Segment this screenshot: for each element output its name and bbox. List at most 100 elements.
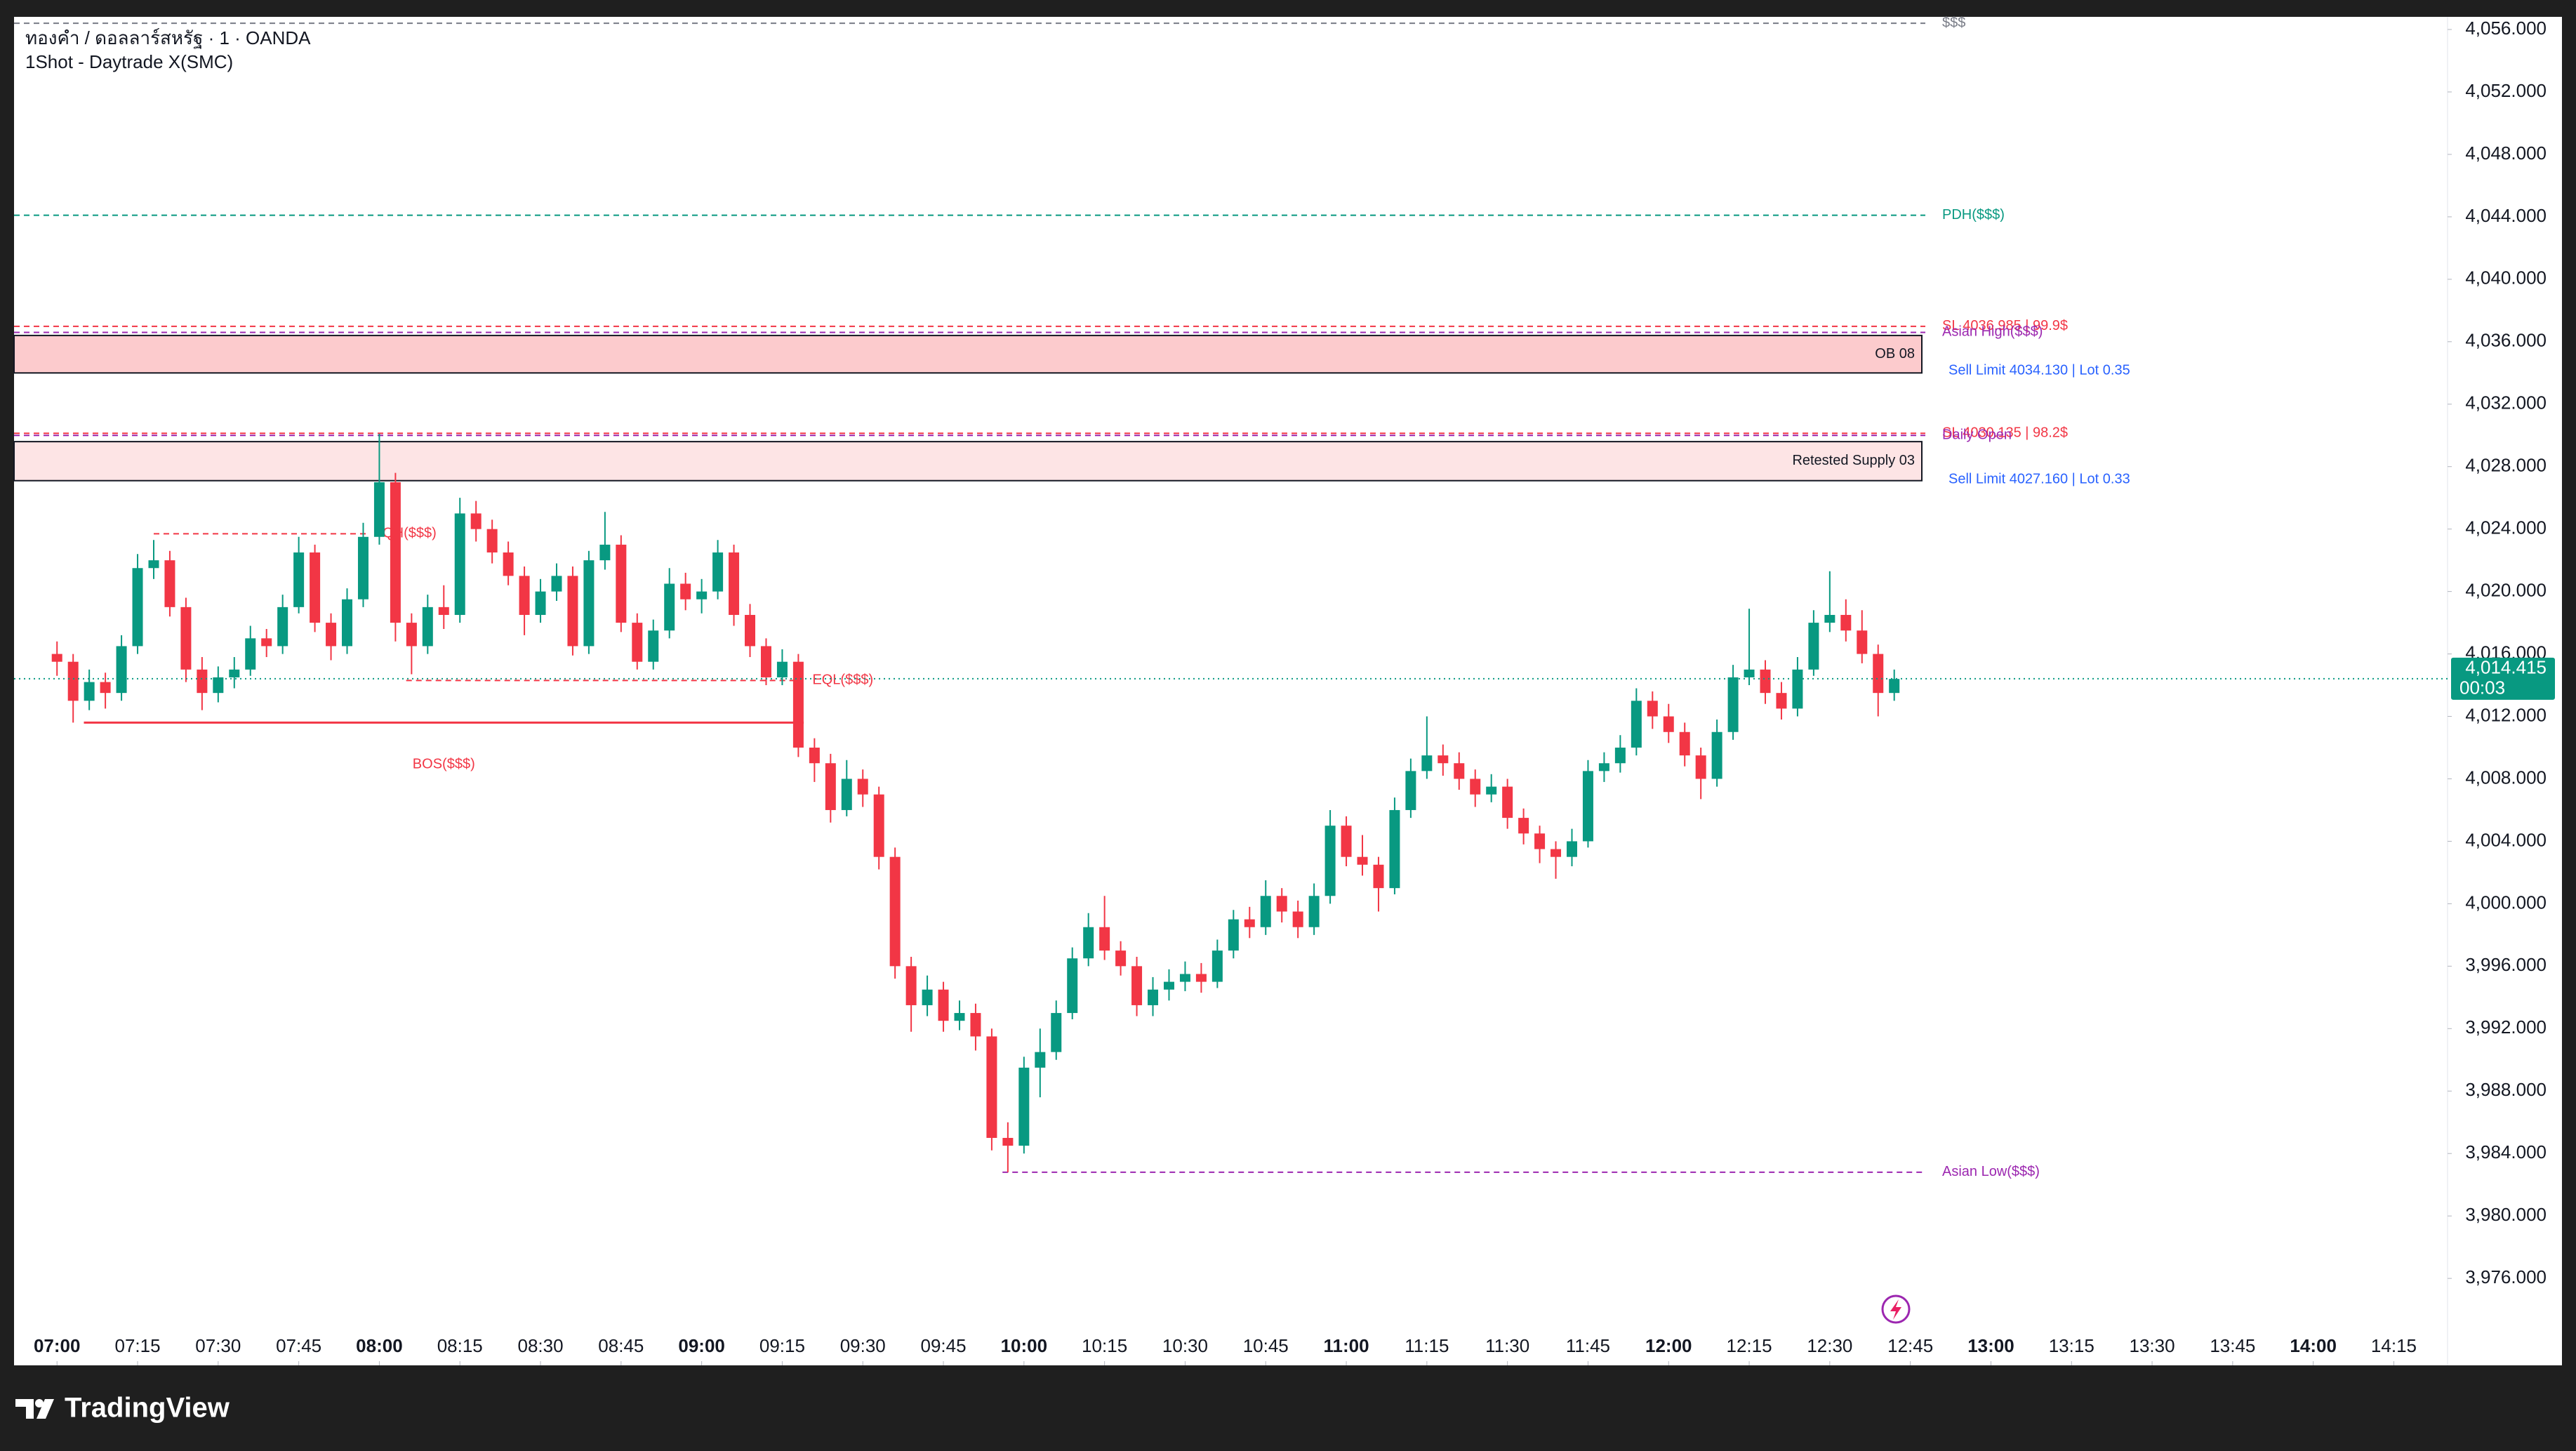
candle-body bbox=[84, 682, 95, 701]
x-tick-label: 09:30 bbox=[840, 1335, 886, 1356]
indicator-name[interactable]: 1Shot - Daytrade X(SMC) bbox=[25, 51, 233, 72]
order-label: Sell Limit 4034.130 | Lot 0.35 bbox=[1948, 363, 2130, 378]
y-tick-label: 3,996.000 bbox=[2465, 954, 2547, 975]
y-tick-label: 4,044.000 bbox=[2465, 205, 2547, 226]
candle-body bbox=[277, 607, 288, 647]
candle-body bbox=[938, 989, 949, 1021]
candle-body bbox=[696, 591, 708, 599]
candle-body bbox=[1551, 849, 1562, 857]
candle-body bbox=[132, 568, 143, 647]
candle-body bbox=[792, 661, 804, 748]
candle-body bbox=[1486, 786, 1497, 795]
candle-body bbox=[116, 646, 127, 694]
candle-body bbox=[1067, 958, 1078, 1014]
candle-body bbox=[1083, 927, 1094, 959]
alert-icon[interactable] bbox=[1881, 1294, 1911, 1324]
x-tick-label: 08:15 bbox=[437, 1335, 483, 1356]
candle-body bbox=[1148, 989, 1159, 1005]
candle-body bbox=[1598, 763, 1609, 771]
candle-body bbox=[1357, 856, 1368, 865]
candle-body bbox=[1792, 669, 1803, 709]
candle-body bbox=[197, 669, 208, 694]
x-tick-label: 07:30 bbox=[195, 1335, 241, 1356]
x-tick-label: 14:15 bbox=[2371, 1335, 2417, 1356]
candle-body bbox=[1744, 669, 1755, 677]
candle-body bbox=[357, 536, 369, 599]
candle-body bbox=[1840, 614, 1852, 631]
brand-name: TradingView bbox=[65, 1393, 230, 1424]
candle-body bbox=[1002, 1137, 1014, 1146]
y-tick-label: 4,020.000 bbox=[2465, 579, 2547, 600]
brand-logo[interactable]: TradingView bbox=[15, 1393, 230, 1424]
candle-body bbox=[326, 623, 337, 647]
candle-body bbox=[1776, 693, 1787, 709]
zone-label: Retested Supply 03 bbox=[1792, 453, 1915, 468]
candle-body bbox=[551, 576, 562, 592]
candle-body bbox=[599, 544, 611, 561]
level-label: Daily Open bbox=[1942, 428, 2012, 443]
candle-body bbox=[1695, 755, 1706, 779]
x-tick-label: 07:15 bbox=[114, 1335, 160, 1356]
candle-body bbox=[1534, 833, 1546, 849]
candle-body bbox=[1711, 731, 1722, 779]
candle-body bbox=[680, 583, 691, 599]
level-label: Asian Low($$$) bbox=[1942, 1164, 2040, 1179]
candle-body bbox=[1276, 896, 1287, 912]
candle-body bbox=[1115, 950, 1127, 967]
candle-body bbox=[1647, 701, 1658, 717]
candle-body bbox=[1824, 614, 1835, 623]
y-tick-label: 4,000.000 bbox=[2465, 892, 2547, 913]
candle-body bbox=[519, 576, 530, 615]
candle-body bbox=[245, 638, 256, 670]
y-tick-label: 4,012.000 bbox=[2465, 704, 2547, 725]
level-label: Asian High($$$) bbox=[1942, 324, 2043, 340]
alert-icon-bolt bbox=[1890, 1299, 1901, 1320]
x-tick-label: 12:00 bbox=[1645, 1335, 1692, 1356]
y-tick-label: 4,004.000 bbox=[2465, 829, 2547, 850]
x-tick-label: 10:15 bbox=[1082, 1335, 1127, 1356]
candle-body bbox=[1260, 896, 1271, 927]
x-tick-label: 11:45 bbox=[1566, 1335, 1610, 1356]
candle-body bbox=[406, 623, 417, 647]
candle-body bbox=[229, 669, 240, 677]
chart-panel bbox=[14, 17, 2562, 1365]
countdown-label: 00:03 bbox=[2459, 677, 2505, 698]
candle-body bbox=[1614, 748, 1626, 764]
x-tick-label: 11:15 bbox=[1405, 1335, 1449, 1356]
x-tick-label: 08:45 bbox=[598, 1335, 644, 1356]
candle-body bbox=[1518, 818, 1529, 834]
candle-body bbox=[905, 966, 917, 1005]
candle-body bbox=[567, 576, 578, 647]
candle-body bbox=[1760, 669, 1771, 694]
candle-body bbox=[1857, 630, 1868, 654]
candle-body bbox=[180, 607, 192, 670]
candle-body bbox=[986, 1036, 997, 1138]
brand-dot bbox=[35, 1399, 44, 1407]
last-price-label: 4,014.415 bbox=[2465, 657, 2547, 678]
candle-body bbox=[616, 544, 627, 623]
candle-body bbox=[51, 654, 62, 662]
structure-label: BOS($$$) bbox=[413, 757, 475, 772]
candle-body bbox=[454, 513, 465, 615]
candle-body bbox=[164, 560, 175, 607]
candle-body bbox=[213, 677, 224, 694]
candle-body bbox=[745, 614, 756, 647]
x-tick-label: 11:00 bbox=[1324, 1335, 1369, 1356]
x-tick-label: 09:15 bbox=[759, 1335, 805, 1356]
zone-box bbox=[13, 441, 1923, 482]
candle-body bbox=[1051, 1013, 1062, 1052]
zone-label: OB 08 bbox=[1875, 346, 1915, 362]
candle-body bbox=[712, 552, 724, 592]
candle-body bbox=[1582, 771, 1593, 842]
x-tick-label: 08:00 bbox=[356, 1335, 403, 1356]
symbol-title[interactable]: ทองคำ / ดอลลาร์สหรัฐ · 1 · OANDA bbox=[25, 27, 311, 49]
candle-body bbox=[970, 1013, 981, 1037]
candle-body bbox=[1421, 755, 1433, 771]
candle-body bbox=[422, 607, 433, 647]
y-tick-label: 3,984.000 bbox=[2465, 1141, 2547, 1162]
candle-body bbox=[1502, 786, 1513, 819]
candle-body bbox=[1035, 1052, 1046, 1068]
x-tick-label: 10:30 bbox=[1162, 1335, 1208, 1356]
x-tick-label: 08:30 bbox=[517, 1335, 563, 1356]
